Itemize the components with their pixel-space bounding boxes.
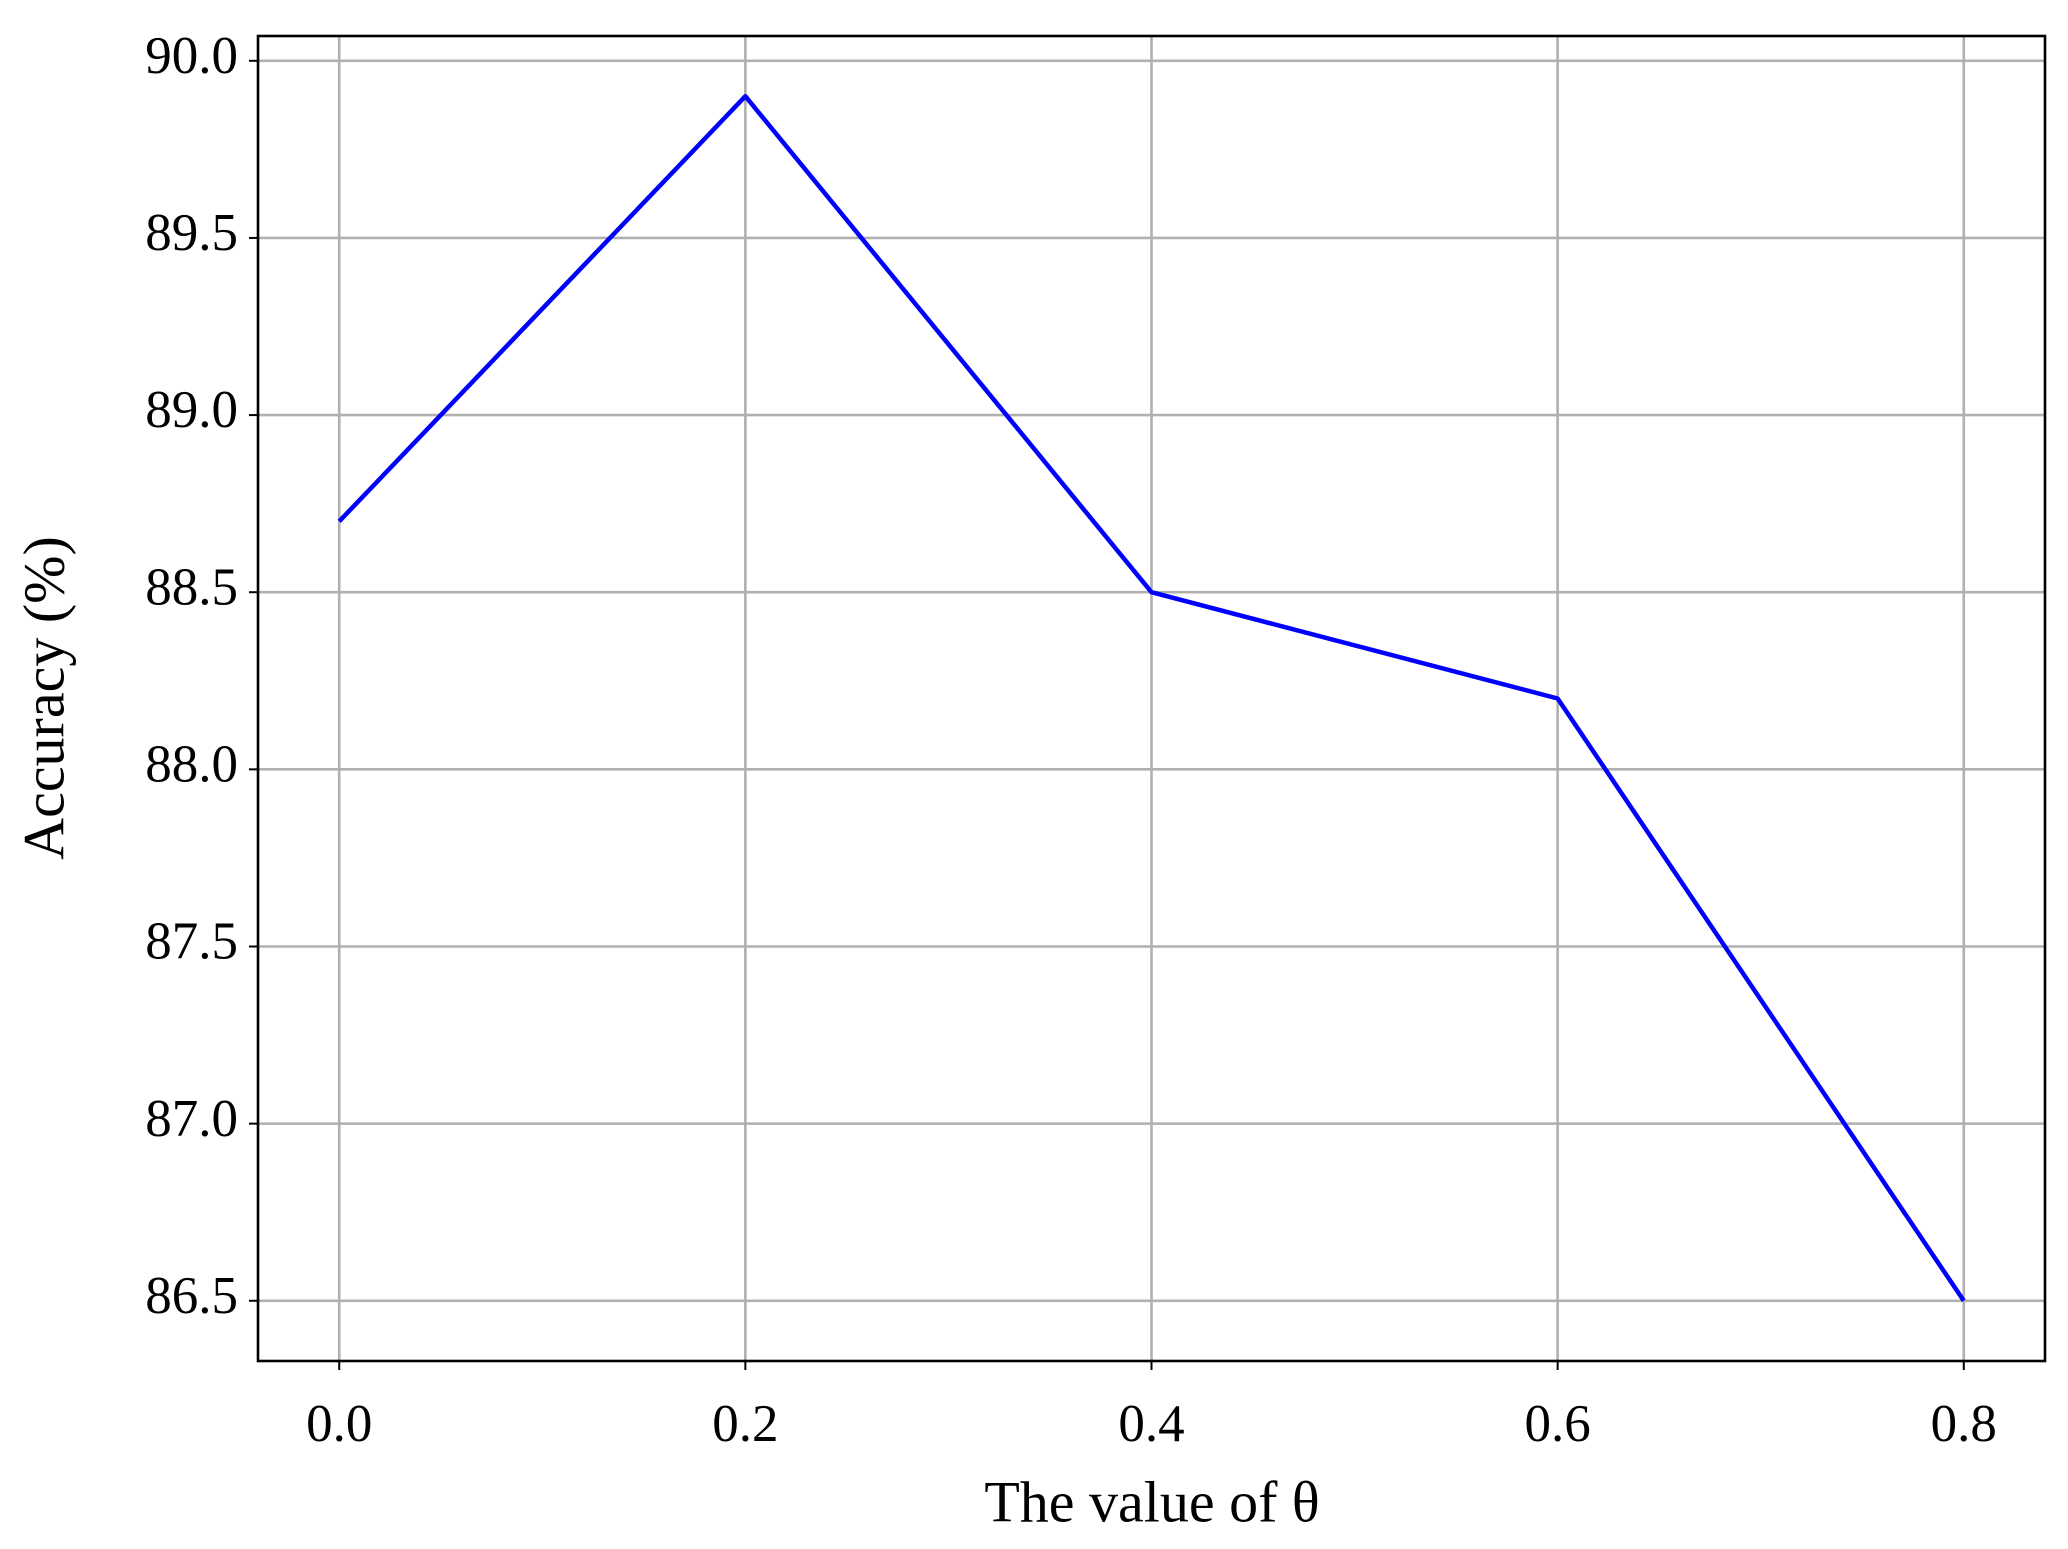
- y-tick-label: 88.0: [145, 736, 238, 794]
- x-tick-label: 0.2: [712, 1395, 778, 1453]
- y-tick-label: 86.5: [145, 1267, 238, 1325]
- x-tick-label: 0.6: [1525, 1395, 1591, 1453]
- y-tick-label: 87.0: [145, 1090, 238, 1148]
- x-tick-label: 0.4: [1118, 1395, 1184, 1453]
- y-tick-label: 88.5: [145, 558, 238, 616]
- y-axis-label: Accuracy (%): [11, 536, 76, 860]
- y-tick-label: 89.5: [145, 204, 238, 262]
- x-axis-label: The value of θ: [984, 1469, 1319, 1534]
- y-tick-label: 87.5: [145, 913, 238, 971]
- y-tick-label: 90.0: [145, 27, 238, 85]
- data-line: [337, 93, 1966, 1303]
- x-tick-label: 0.0: [306, 1395, 372, 1453]
- plot-frame: [256, 34, 2047, 1363]
- x-tick-label: 0.8: [1931, 1395, 1997, 1453]
- y-tick-label: 89.0: [145, 381, 238, 439]
